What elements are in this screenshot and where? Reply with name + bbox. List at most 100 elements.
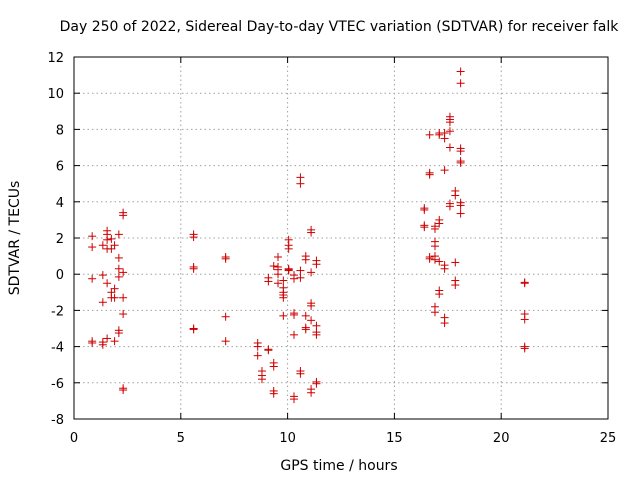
y-tick-label: -6 xyxy=(51,377,64,392)
data-point xyxy=(312,260,321,269)
data-point xyxy=(114,264,123,273)
y-tick-label: 4 xyxy=(56,196,64,211)
data-points xyxy=(88,67,529,404)
data-point xyxy=(435,257,444,266)
data-point xyxy=(296,179,305,188)
data-point xyxy=(189,325,198,334)
x-axis-label: GPS time / hours xyxy=(280,458,397,474)
data-point xyxy=(420,223,429,232)
data-point xyxy=(253,351,262,360)
data-point xyxy=(110,241,119,250)
data-point xyxy=(98,271,107,280)
data-point xyxy=(88,338,97,347)
data-point xyxy=(273,279,282,288)
data-point xyxy=(456,147,465,156)
data-point xyxy=(114,253,123,262)
data-point xyxy=(290,274,299,283)
data-point xyxy=(119,386,128,395)
data-point xyxy=(279,293,288,302)
data-point xyxy=(445,143,454,152)
data-point xyxy=(103,334,112,343)
data-point xyxy=(98,241,107,250)
data-point xyxy=(440,134,449,143)
x-tick-label: 10 xyxy=(279,431,296,446)
data-point xyxy=(189,264,198,273)
data-point xyxy=(430,242,439,251)
x-tick-label: 20 xyxy=(493,431,510,446)
data-point xyxy=(221,312,230,321)
data-point xyxy=(114,230,123,239)
data-point xyxy=(110,337,119,346)
data-point xyxy=(110,293,119,302)
data-point xyxy=(440,264,449,273)
chart-title: Day 250 of 2022, Sidereal Day-to-day VTE… xyxy=(60,19,620,35)
data-point xyxy=(440,319,449,328)
data-point xyxy=(107,244,116,253)
data-point xyxy=(284,235,293,244)
data-point xyxy=(307,316,316,325)
y-tick-label: -2 xyxy=(51,304,64,319)
data-point xyxy=(456,201,465,210)
x-tick-label: 0 xyxy=(70,431,78,446)
data-point xyxy=(451,281,460,290)
data-point xyxy=(307,301,316,310)
y-tick-label: 2 xyxy=(56,232,64,247)
data-point xyxy=(296,273,305,282)
y-tick-label: -8 xyxy=(51,413,64,428)
data-point xyxy=(107,234,116,243)
data-point xyxy=(290,395,299,404)
data-point xyxy=(221,254,230,263)
data-point xyxy=(445,118,454,127)
data-point xyxy=(98,298,107,307)
data-point xyxy=(119,310,128,319)
data-point xyxy=(456,209,465,218)
data-point xyxy=(451,191,460,200)
data-point xyxy=(110,284,119,293)
data-point xyxy=(307,228,316,237)
data-point xyxy=(312,330,321,339)
data-point xyxy=(520,315,529,324)
data-point xyxy=(264,273,273,282)
data-point xyxy=(312,379,321,388)
x-tick-label: 15 xyxy=(386,431,403,446)
data-point xyxy=(279,311,288,320)
data-point xyxy=(451,258,460,267)
data-point xyxy=(88,243,97,252)
data-point xyxy=(103,279,112,288)
data-point xyxy=(189,233,198,242)
axis-ticks: 0 5 10 15 20 25 -8 -6 -4 -2 0 2 4 6 8 10 12 xyxy=(47,51,616,446)
data-point xyxy=(273,270,282,279)
data-point xyxy=(290,330,299,339)
data-point xyxy=(456,79,465,88)
data-point xyxy=(435,290,444,299)
data-point xyxy=(301,311,310,320)
data-point xyxy=(221,337,230,346)
data-point xyxy=(301,255,310,264)
data-point xyxy=(269,362,278,371)
data-point xyxy=(98,340,107,349)
y-tick-label: 12 xyxy=(47,51,64,66)
data-point xyxy=(445,127,454,136)
data-point xyxy=(456,158,465,167)
data-point xyxy=(103,235,112,244)
data-point xyxy=(425,130,434,139)
data-point xyxy=(520,344,529,353)
data-point xyxy=(440,166,449,175)
data-point xyxy=(520,279,529,288)
y-tick-label: 0 xyxy=(56,268,64,283)
data-point xyxy=(307,268,316,277)
data-point xyxy=(284,265,293,274)
data-point xyxy=(425,254,434,263)
data-point xyxy=(88,274,97,283)
data-point xyxy=(296,369,305,378)
x-tick-label: 25 xyxy=(600,431,617,446)
data-point xyxy=(119,293,128,302)
data-point xyxy=(253,342,262,351)
data-point xyxy=(114,329,123,338)
data-point xyxy=(269,389,278,398)
data-point xyxy=(435,219,444,228)
data-point xyxy=(119,268,128,277)
data-point xyxy=(119,211,128,220)
